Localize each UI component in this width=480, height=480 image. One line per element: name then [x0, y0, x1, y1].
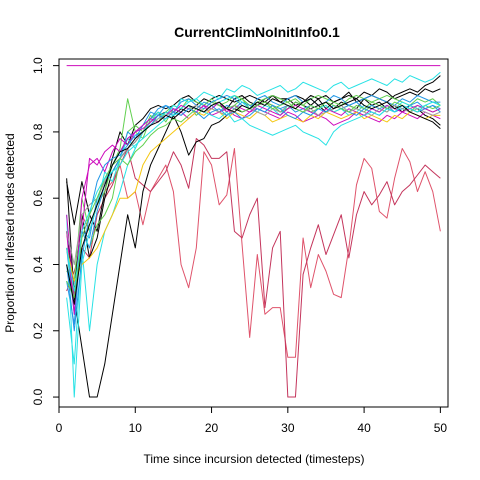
series-line-14: [66, 101, 441, 299]
series-line-11: [66, 71, 441, 398]
x-tick-label-0: 0: [56, 421, 63, 435]
series-line-20: [66, 98, 441, 305]
x-axis-label: Time since incursion detected (timesteps…: [144, 452, 365, 466]
series-line-15: [66, 108, 441, 282]
x-axis: 0 10 20 30 40 50: [56, 407, 448, 435]
y-tick-label-2: 0.4: [31, 256, 45, 273]
y-axis-label: Proportion of infested nodes detected: [3, 133, 17, 332]
series-line-18: [66, 101, 441, 299]
x-tick-label-40: 40: [357, 421, 371, 435]
y-tick-label-4: 0.8: [31, 123, 45, 140]
series-layer: [66, 65, 441, 398]
x-tick-label-10: 10: [129, 421, 143, 435]
x-tick-label-30: 30: [281, 421, 295, 435]
plot-frame: [58, 58, 449, 408]
y-tick-label-3: 0.6: [31, 190, 45, 207]
chart-title: CurrentClimNoInitInfo0.1: [174, 24, 340, 40]
y-tick-label-0: 0.0: [31, 388, 45, 405]
y-tick-label-5: 1.0: [31, 57, 45, 74]
y-tick-label-1: 0.2: [31, 322, 45, 339]
y-axis: 0.0 0.2 0.4 0.6 0.8 1.0: [31, 57, 59, 405]
x-tick-label-50: 50: [434, 421, 448, 435]
series-line-3: [66, 138, 441, 398]
series-line-19: [66, 101, 441, 292]
x-tick-label-20: 20: [205, 421, 219, 435]
